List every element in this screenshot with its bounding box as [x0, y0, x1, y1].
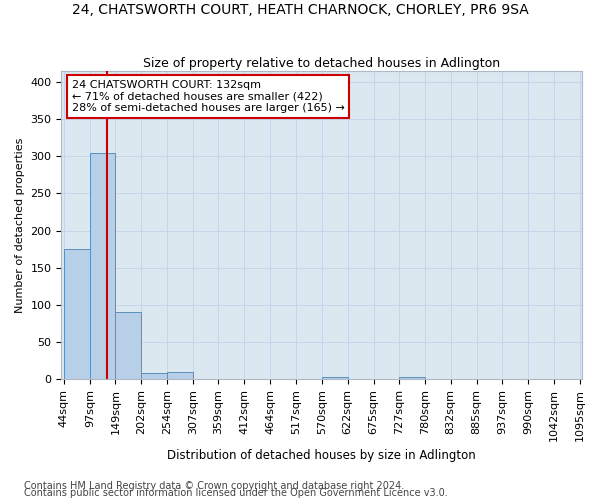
- X-axis label: Distribution of detached houses by size in Adlington: Distribution of detached houses by size …: [167, 450, 476, 462]
- Text: Contains HM Land Registry data © Crown copyright and database right 2024.: Contains HM Land Registry data © Crown c…: [24, 481, 404, 491]
- Bar: [64, 249, 90, 380]
- Bar: [322, 377, 347, 380]
- Text: Contains public sector information licensed under the Open Government Licence v3: Contains public sector information licen…: [24, 488, 448, 498]
- Title: Size of property relative to detached houses in Adlington: Size of property relative to detached ho…: [143, 56, 500, 70]
- Bar: [167, 372, 193, 380]
- Y-axis label: Number of detached properties: Number of detached properties: [15, 138, 25, 312]
- Bar: [90, 152, 115, 380]
- Text: 24 CHATSWORTH COURT: 132sqm
← 71% of detached houses are smaller (422)
28% of se: 24 CHATSWORTH COURT: 132sqm ← 71% of det…: [72, 80, 344, 113]
- Bar: [115, 312, 142, 380]
- Text: 24, CHATSWORTH COURT, HEATH CHARNOCK, CHORLEY, PR6 9SA: 24, CHATSWORTH COURT, HEATH CHARNOCK, CH…: [71, 2, 529, 16]
- Bar: [142, 374, 167, 380]
- Bar: [399, 377, 425, 380]
